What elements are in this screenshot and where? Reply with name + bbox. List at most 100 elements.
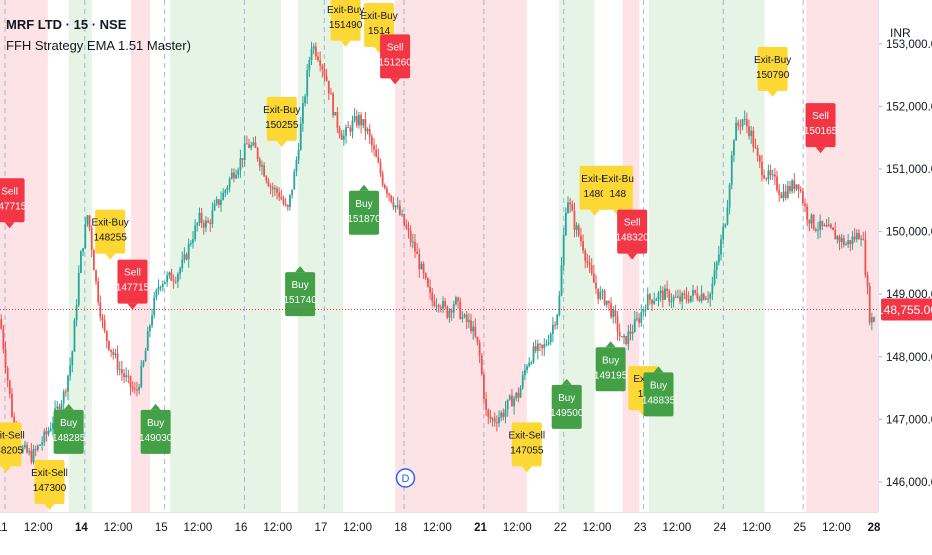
signal-text: Buy [147,418,164,429]
x-tick-label: 17 [314,522,327,534]
time-axis-border [0,512,878,513]
candle-down [517,392,520,398]
candle-up [657,293,660,300]
candle-up [222,192,225,201]
candle-down [34,449,37,451]
candle-down [11,394,13,417]
signal-exit-label: Exit-Sell 148205 [0,422,25,473]
candle-down [651,299,653,304]
signal-pointer [4,222,15,229]
candle-up [138,387,141,391]
candle-down [864,239,867,275]
last-price-label: 148,755.00 [877,303,932,317]
signal-text: 151870 [347,214,381,225]
candle-up [192,239,194,244]
candle-up [810,214,813,224]
candle-down [674,296,677,298]
candle-down [355,116,358,126]
candle-down [103,320,106,331]
candle-up [709,293,712,299]
candle-up [720,239,722,255]
candle-down [592,273,595,283]
candle-down [323,69,326,77]
candle-down [278,192,281,198]
candle-down [424,273,427,279]
candle-down [780,194,783,199]
candle-up [612,309,615,318]
signal-pointer [44,503,55,510]
candle-down [377,157,380,163]
candle-down [789,185,791,192]
signal-box [330,0,361,41]
candle-up [728,184,731,208]
candle-down [282,199,285,204]
candle-up [86,215,89,225]
candle-up [237,170,240,175]
candle-down [752,130,755,147]
candle-up [743,118,746,120]
candle-up [786,185,789,198]
candle-up [77,272,80,306]
candle-down [698,298,701,301]
candle-down [360,115,362,126]
signal-box [551,384,582,429]
candle-down [577,225,580,236]
candle-down [834,230,837,240]
candle-up [771,174,774,176]
candle-down [765,178,768,180]
signal-box [117,259,148,304]
candle-up [196,223,199,226]
x-tick-label: 22 [554,522,567,534]
candle-up [676,296,679,298]
candle-down [668,291,671,302]
candle-up [142,361,145,366]
candle-down [801,191,804,204]
x-tick-label: 11 [0,522,8,534]
candle-down [620,336,623,338]
candle-up [179,268,181,274]
candle-up [549,333,552,343]
candle-down [30,451,33,463]
candle-down [739,125,742,127]
symbol-title[interactable]: MRF LTD · 15 · NSE [6,17,127,32]
candle-up [463,314,466,317]
candle-down [202,222,205,228]
candle-up [67,375,69,392]
candle-up [605,300,608,305]
signal-box [53,409,84,454]
candle-up [713,270,716,284]
signal-sell-label: Sell 151260 [378,34,412,85]
signal-pointer [340,40,351,47]
candle-down [267,180,270,187]
zone-red [130,0,151,512]
candle-down [502,412,505,417]
candle-up [633,319,636,332]
candle-down [407,228,410,231]
x-tick-label: 23 [634,522,647,534]
candle-up [681,293,684,302]
candle-down [271,187,274,190]
candle-up [659,290,662,294]
signal-buy-label: Buy 149195 [594,341,628,392]
candle-up [252,142,255,146]
candle-down [185,254,188,260]
candle-down [256,147,259,159]
signal-exit-label: Exit-Bu 148 [602,165,634,216]
candle-up [513,398,516,407]
x-tick-label: 14 [75,522,88,534]
currency-label[interactable]: INR [890,26,911,40]
signal-text: 148205 [0,445,24,456]
indicator-title[interactable]: FFH Strategy EMA 1.51 Master) [6,38,191,53]
x-tick-label: 12:00 [104,522,133,534]
signal-text: Sell [624,218,641,229]
candle-down [842,237,845,246]
signal-box [0,422,22,467]
candle-up [855,233,858,240]
candle-down [90,228,93,251]
signal-pointer [561,378,572,385]
x-tick-label: 12:00 [343,522,372,534]
signal-text: 151260 [378,57,412,68]
candle-down [336,112,339,128]
candle-down [797,184,800,190]
